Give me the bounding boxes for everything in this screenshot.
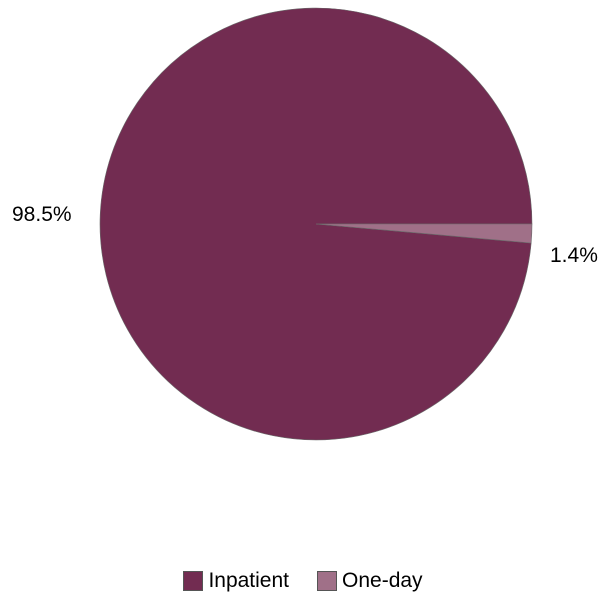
legend-swatch-inpatient — [183, 571, 204, 591]
legend-label-inpatient: Inpatient — [208, 569, 290, 592]
legend-label-one-day: One-day — [342, 569, 423, 592]
legend-item-one-day: One-day — [317, 569, 423, 593]
legend: Inpatient One-day — [0, 566, 606, 596]
data-label-inpatient: 98.5% — [12, 203, 72, 226]
legend-item-inpatient: Inpatient — [183, 569, 289, 593]
data-label-one-day: 1.4% — [550, 244, 598, 267]
pie-slice-one-day — [315, 223, 533, 244]
legend-swatch-one-day — [317, 571, 338, 591]
